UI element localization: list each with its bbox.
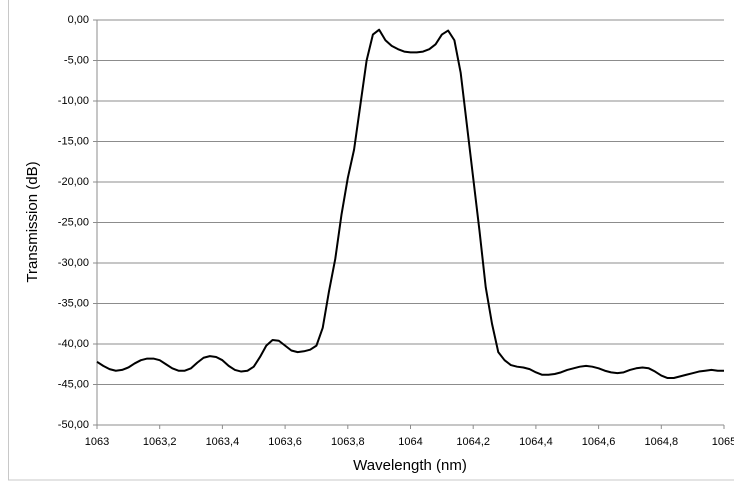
data-line <box>96 28 724 380</box>
x-tick-label: 1064,4 <box>519 436 553 448</box>
y-tick-label: -15,00 <box>58 135 89 147</box>
chart-frame <box>8 0 734 481</box>
x-tick-label: 1063,6 <box>268 436 302 448</box>
x-tick-label: 1064 <box>398 436 422 448</box>
x-tick-label: 1064,2 <box>456 436 490 448</box>
x-tick-label: 1064,8 <box>644 436 678 448</box>
y-tick-label: -40,00 <box>58 338 89 350</box>
y-axis-title: Transmission (dB) <box>24 161 41 282</box>
x-tick-label: 1063,2 <box>143 436 177 448</box>
x-tick-label: 1064,6 <box>582 436 616 448</box>
y-tick-label: -35,00 <box>58 297 89 309</box>
y-tick-label: -10,00 <box>58 95 89 107</box>
x-tick-label: 1065 <box>712 436 734 448</box>
y-tick-label: -5,00 <box>64 54 89 66</box>
y-tick-label: -45,00 <box>58 378 89 390</box>
x-tick-label: 1063,8 <box>331 436 365 448</box>
x-axis-title: Wavelength (nm) <box>353 457 467 474</box>
y-tick-label: -30,00 <box>58 257 89 269</box>
y-tick-label: -25,00 <box>58 216 89 228</box>
y-tick-label: -50,00 <box>58 419 89 431</box>
y-tick-label: 0,00 <box>68 14 89 26</box>
y-tick-label: -20,00 <box>58 176 89 188</box>
x-tick-label: 1063 <box>85 436 109 448</box>
x-tick-label: 1063,4 <box>206 436 240 448</box>
